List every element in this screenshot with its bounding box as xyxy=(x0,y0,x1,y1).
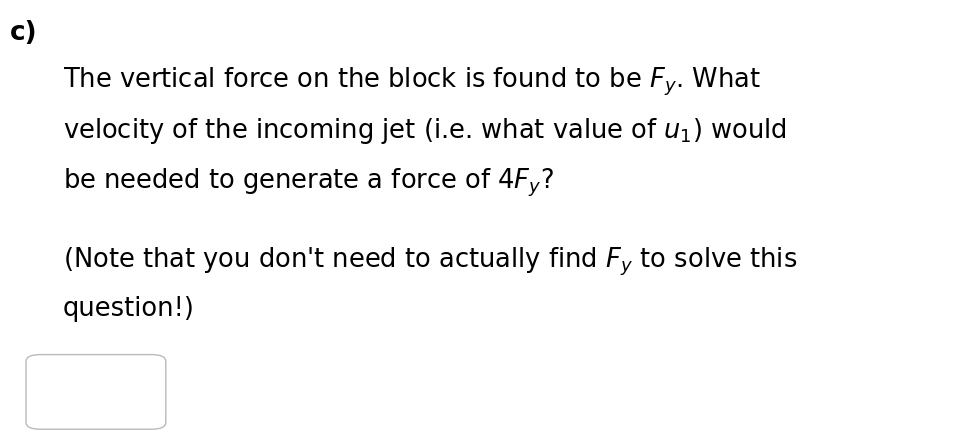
Text: c): c) xyxy=(10,20,38,46)
FancyBboxPatch shape xyxy=(26,355,166,429)
Text: The vertical force on the block is found to be $F_y$. What: The vertical force on the block is found… xyxy=(63,66,761,98)
Text: be needed to generate a force of $4F_y$?: be needed to generate a force of $4F_y$? xyxy=(63,166,553,199)
Text: velocity of the incoming jet (i.e. what value of $u_1$) would: velocity of the incoming jet (i.e. what … xyxy=(63,116,787,146)
Text: question!): question!) xyxy=(63,296,195,321)
Text: (Note that you don't need to actually find $F_y$ to solve this: (Note that you don't need to actually fi… xyxy=(63,245,797,278)
